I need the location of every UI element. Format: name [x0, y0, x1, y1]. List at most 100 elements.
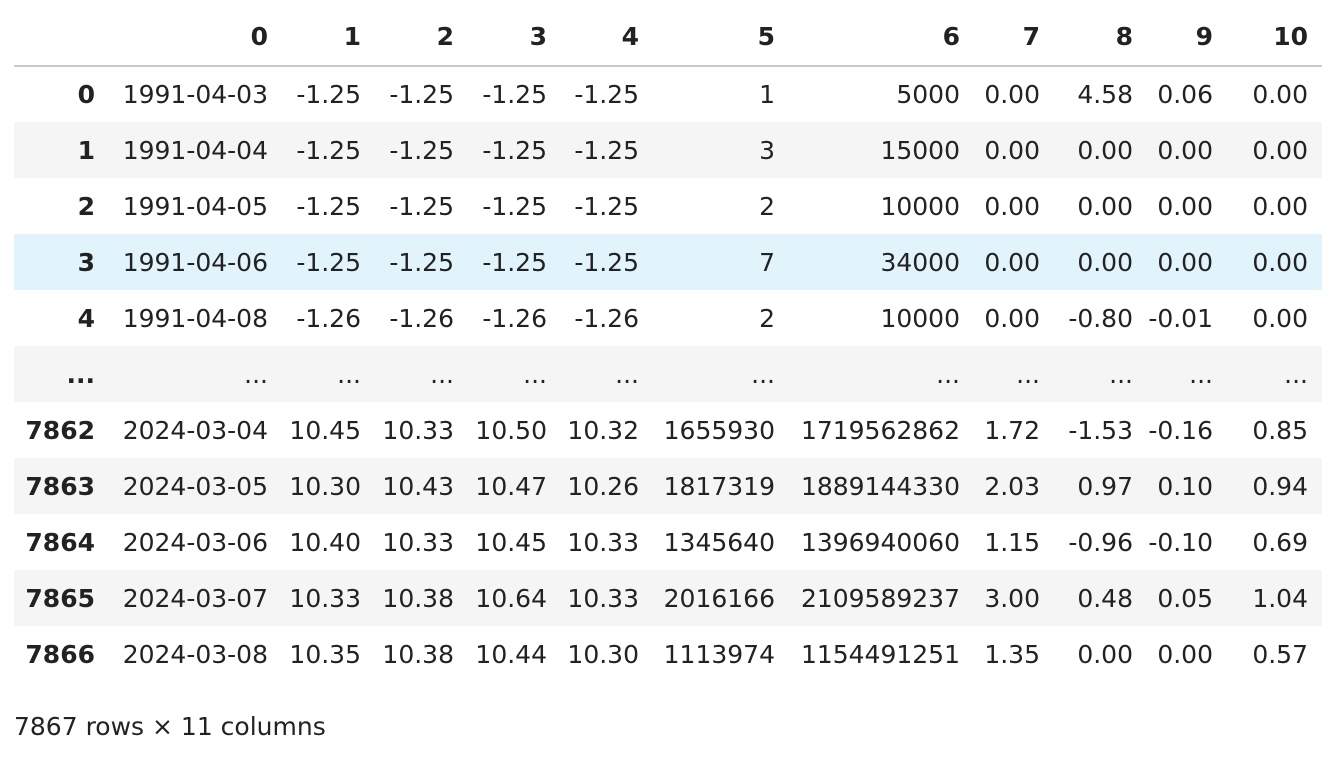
table-cell: 0.94	[1252, 471, 1308, 501]
dataframe-shape: 7867 rows × 11 columns	[14, 712, 326, 741]
dataframe-output: 0 1 2 3 4 5 6 7 8 9 10 0 1991-04-03 -1.25 -1.25 -1.25-…	[14, 8, 1322, 682]
table-cell: ...	[1016, 359, 1040, 389]
table-cell: 0.00	[1157, 639, 1213, 669]
table-cell: 2024-03-05	[122, 471, 268, 501]
table-cell: 10.33	[289, 583, 361, 613]
table-cell: 10000	[880, 191, 960, 221]
table-cell: ...	[523, 359, 547, 389]
table-cell: 10.33	[567, 527, 639, 557]
table-cell: 2109589237	[800, 583, 960, 613]
table-cell: 0.00	[984, 303, 1040, 333]
table-row: 2 1991-04-05 -1.25 -1.25 -1.25 -1.25 2 10000 0.0…	[14, 178, 1322, 234]
table-row: ....................................	[14, 346, 1322, 402]
table-cell: ...	[751, 359, 775, 389]
table-cell: ...	[1109, 359, 1133, 389]
table-cell: 0.00	[1077, 191, 1133, 221]
row-index: 7865	[25, 583, 95, 613]
table-cell: 0.00	[1252, 191, 1308, 221]
table-cell: -1.25	[574, 80, 639, 109]
table-cell: 0.00	[1252, 247, 1308, 277]
table-cell: 1991-04-06	[122, 247, 268, 277]
table-cell: 1991-04-04	[122, 135, 268, 165]
table-cell: -1.25	[296, 247, 361, 277]
table-row: 7862 2024-03-04 10.45 10.33 10.50 10.32 165593…	[14, 402, 1322, 458]
table-cell: 10.38	[382, 639, 454, 669]
table-cell: 1	[759, 80, 775, 109]
table-cell: -0.16	[1148, 415, 1213, 445]
table-cell: 10.35	[289, 639, 361, 669]
table-cell: 10.47	[475, 471, 547, 501]
table-row: 7864 2024-03-06 10.40 10.33 10.45 10.33 134564…	[14, 514, 1322, 570]
dataframe-table: 0 1 2 3 4 5 6 7 8 9 10 0 1991-04-03 -1.25 -1.25 -1.25-…	[14, 8, 1322, 682]
table-cell: 10.30	[567, 639, 639, 669]
table-cell: 15000	[880, 135, 960, 165]
table-cell: -1.25	[296, 135, 361, 165]
column-header: 8	[1054, 8, 1147, 67]
table-cell: 10.45	[289, 415, 361, 445]
table-cell: 1719562862	[800, 415, 960, 445]
table-cell: ...	[936, 359, 960, 389]
table-cell: -1.25	[574, 135, 639, 165]
table-cell: 3	[759, 135, 775, 165]
table-cell: 10.26	[567, 471, 639, 501]
column-header: 6	[789, 8, 974, 67]
row-index: 7862	[25, 415, 95, 445]
table-cell: 10.64	[475, 583, 547, 613]
column-header: 3	[468, 8, 561, 67]
table-cell: 10.33	[567, 583, 639, 613]
table-cell: -1.25	[389, 191, 454, 221]
table-cell: 1154491251	[800, 639, 960, 669]
table-cell: 2	[759, 303, 775, 333]
table-cell: 1113974	[663, 639, 775, 669]
row-index: 7864	[25, 527, 95, 557]
table-cell: ...	[1189, 359, 1213, 389]
table-row: 1 1991-04-04 -1.25 -1.25 -1.25 -1.25 3 15000 0.0…	[14, 122, 1322, 178]
table-cell: 0.85	[1252, 415, 1308, 445]
column-header: 5	[653, 8, 789, 67]
table-cell: 0.97	[1077, 471, 1133, 501]
table-cell: ...	[615, 359, 639, 389]
table-cell: 10.32	[567, 415, 639, 445]
table-row: 3 1991-04-06 -1.25 -1.25 -1.25 -1.25 7 34000 0.0…	[14, 234, 1322, 290]
table-cell: 1991-04-08	[122, 303, 268, 333]
table-cell: 3.00	[984, 583, 1040, 613]
table-cell: -1.26	[389, 303, 454, 333]
table-cell: 1991-04-05	[122, 191, 268, 221]
table-cell: 0.00	[984, 191, 1040, 221]
table-cell: 1.35	[984, 639, 1040, 669]
table-cell: -1.25	[482, 247, 547, 277]
table-cell: 2016166	[663, 583, 775, 613]
table-row: 7865 2024-03-07 10.33 10.38 10.64 10.33 201616…	[14, 570, 1322, 626]
table-cell: -1.25	[574, 247, 639, 277]
column-header: 2	[375, 8, 468, 67]
table-cell: 0.00	[1157, 247, 1213, 277]
column-header: 0	[109, 8, 282, 67]
row-index: 1	[77, 135, 95, 165]
table-cell: -1.25	[574, 191, 639, 221]
table-cell: -1.25	[296, 80, 361, 109]
table-cell: 0.00	[984, 135, 1040, 165]
table-cell: 0.00	[1077, 639, 1133, 669]
table-cell: 1817319	[663, 471, 775, 501]
column-header: 1	[282, 8, 375, 67]
table-cell: -1.26	[296, 303, 361, 333]
row-index: 4	[77, 303, 95, 333]
table-cell: 0.69	[1252, 527, 1308, 557]
table-cell: -1.25	[389, 80, 454, 109]
table-cell: 2.03	[984, 471, 1040, 501]
column-header: 4	[561, 8, 653, 67]
table-cell: -1.25	[296, 191, 361, 221]
table-cell: 5000	[896, 80, 960, 109]
table-cell: 1655930	[663, 415, 775, 445]
table-cell: 34000	[880, 247, 960, 277]
table-cell: 0.10	[1157, 471, 1213, 501]
table-cell: -0.80	[1068, 303, 1133, 333]
table-cell: -0.96	[1068, 527, 1133, 557]
index-header	[14, 8, 109, 67]
table-cell: 7	[759, 247, 775, 277]
table-cell: 2024-03-07	[122, 583, 268, 613]
row-index: ...	[66, 359, 96, 389]
table-cell: 0.00	[1252, 80, 1308, 109]
column-header: 7	[974, 8, 1054, 67]
table-cell: 0.00	[984, 80, 1040, 109]
